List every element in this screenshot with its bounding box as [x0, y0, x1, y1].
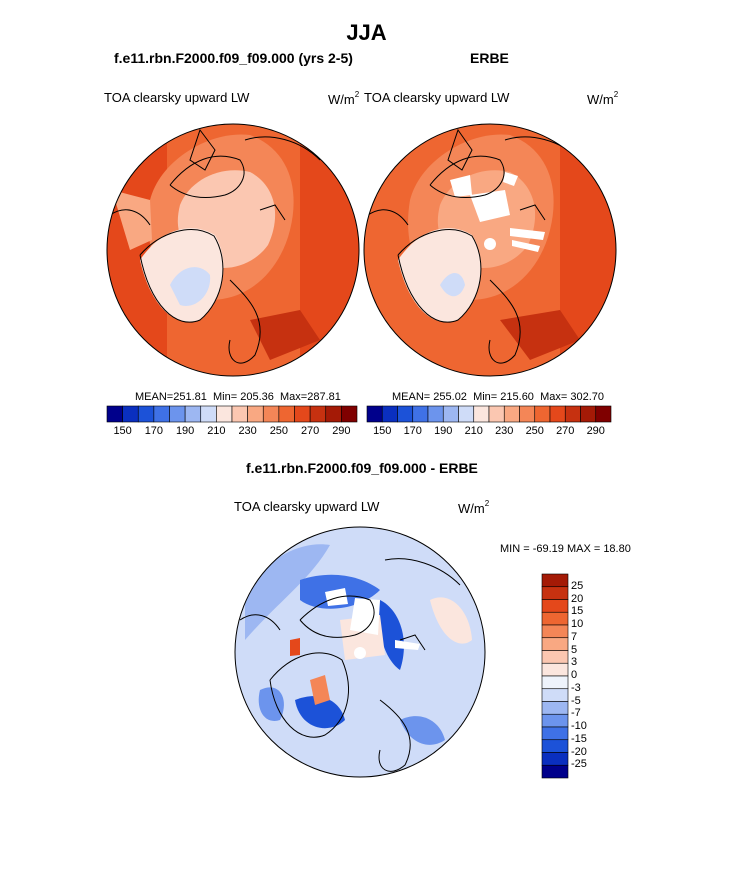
- map-model-border: [106, 123, 360, 377]
- map-obs-missing-center: [470, 190, 510, 222]
- colorbar-swatch: [541, 764, 569, 779]
- colorbar-swatch: [541, 688, 569, 702]
- colorbar-obs: [366, 405, 612, 423]
- panel-model-units: W/m2: [328, 90, 360, 107]
- colorbar-swatch: [541, 726, 569, 741]
- colorbar-tick-label: 10: [571, 618, 584, 630]
- map-diff-canada-cool: [258, 687, 284, 721]
- colorbar-swatch: [541, 599, 569, 613]
- diff-variable: TOA clearsky upward LW: [234, 499, 380, 514]
- colorbar-tick-label: 250: [269, 425, 289, 437]
- map-diff-missing-b: [395, 640, 420, 650]
- map-obs-missing-d: [512, 240, 540, 252]
- colorbar-swatch: [541, 662, 569, 677]
- map-obs-border: [363, 123, 617, 377]
- colorbar-tick-label: -15: [571, 732, 587, 745]
- colorbar-tick-label: -7: [571, 707, 581, 720]
- colorbar-tick-label: -3: [571, 681, 581, 694]
- colorbar-tick-label: 190: [175, 425, 195, 437]
- colorbar-tick-label: 20: [571, 592, 584, 605]
- diff-units: W/m2: [458, 499, 490, 516]
- map-obs-missing-c: [510, 228, 545, 240]
- colorbar-tick-label: -25: [571, 758, 587, 771]
- map-model-atlantic-warm: [250, 310, 320, 360]
- colorbar-tick-label: 210: [207, 425, 226, 437]
- map-diff-baffin-warm: [310, 675, 330, 705]
- colorbar-tick-label: 230: [238, 425, 257, 437]
- map-diff-greenland-cool: [295, 696, 345, 729]
- map-model-coastlines: [109, 128, 321, 364]
- colorbar-tick-label: 7: [571, 630, 578, 643]
- colorbar-swatch: [541, 752, 569, 766]
- colorbar-swatch: [541, 573, 569, 588]
- map-obs-atlantic-warm: [500, 310, 580, 360]
- map-diff-pacific-warm: [430, 597, 472, 644]
- colorbar-swatch: [595, 405, 612, 423]
- panel-model-variable: TOA clearsky upward LW: [104, 90, 250, 105]
- colorbar-tick-label: 0: [571, 669, 578, 681]
- colorbar-swatch: [541, 624, 569, 639]
- colorbar-tick-label: 270: [556, 425, 575, 437]
- map-diff-missing-center: [350, 598, 380, 635]
- map-obs-pole-hole: [484, 238, 496, 250]
- map-diff-hotspot: [290, 638, 300, 656]
- map-diff-coastlines: [239, 558, 461, 772]
- map-obs-greenland-core: [440, 272, 465, 297]
- map-obs-greenland: [398, 228, 481, 323]
- colorbar-tick-label: -10: [571, 720, 587, 732]
- panel-obs-stats: MEAN= 255.02 Min= 215.60 Max= 302.70: [392, 391, 604, 403]
- colorbar-swatch: [541, 701, 569, 715]
- colorbar-tick-label: -5: [571, 694, 581, 707]
- map-diff-siberia-cool: [378, 600, 404, 670]
- colorbar-tick-label: 150: [373, 425, 392, 437]
- colorbar-swatch: [341, 405, 358, 423]
- panel-obs-variable: TOA clearsky upward LW: [364, 90, 510, 105]
- colorbar-tick-label: 290: [586, 425, 605, 437]
- colorbar-swatch: [541, 586, 569, 600]
- colorbar-tick-label: 270: [300, 425, 320, 437]
- panel-obs-units: W/m2: [587, 90, 619, 107]
- colorbar-swatch: [541, 675, 569, 690]
- map-diff-europe-cool: [400, 716, 445, 745]
- colorbar-tick-label: 170: [144, 425, 164, 437]
- colorbar-tick-label: 190: [434, 425, 453, 437]
- figure-title: JJA: [346, 20, 387, 45]
- colorbar-tick-label: 150: [113, 425, 132, 437]
- colorbar-model: [106, 405, 358, 423]
- colorbar-diff: [541, 573, 569, 779]
- colorbar-swatch: [541, 650, 569, 664]
- colorbar-tick-label: 15: [571, 605, 584, 618]
- panel-obs-header: ERBE: [470, 50, 509, 66]
- colorbar-tick-label: -20: [571, 745, 587, 758]
- diff-header: f.e11.rbn.F2000.f09_f09.000 - ERBE: [246, 460, 478, 476]
- colorbar-tick-label: 290: [332, 425, 351, 437]
- colorbar-swatch: [541, 713, 569, 728]
- colorbar-swatch: [541, 637, 569, 651]
- colorbar-tick-label: 230: [495, 425, 514, 437]
- diff-minmax: MIN = -69.19 MAX = 18.80: [500, 543, 631, 555]
- map-diff-missing-a: [325, 588, 348, 606]
- colorbar-tick-label: 250: [525, 425, 544, 437]
- map-obs-missing-a: [450, 175, 472, 197]
- panel-model-stats: MEAN=251.81 Min= 205.36 Max=287.81: [135, 391, 341, 403]
- panel-model-header: f.e11.rbn.F2000.f09_f09.000 (yrs 2-5): [114, 50, 353, 66]
- colorbar-tick-label: 25: [571, 579, 584, 592]
- colorbar-swatch: [541, 739, 569, 753]
- colorbar-tick-label: 5: [571, 643, 578, 656]
- map-model-greenland-core: [170, 267, 211, 306]
- map-diff-border: [234, 526, 486, 778]
- colorbar-swatch: [541, 611, 569, 626]
- colorbar-tick-label: 3: [571, 656, 578, 669]
- colorbar-tick-label: 170: [403, 425, 422, 437]
- map-obs-missing-b: [503, 172, 518, 186]
- map-diff-pole-hole: [354, 647, 366, 659]
- colorbar-tick-label: 210: [464, 425, 483, 437]
- map-model-canada-band: [112, 190, 152, 250]
